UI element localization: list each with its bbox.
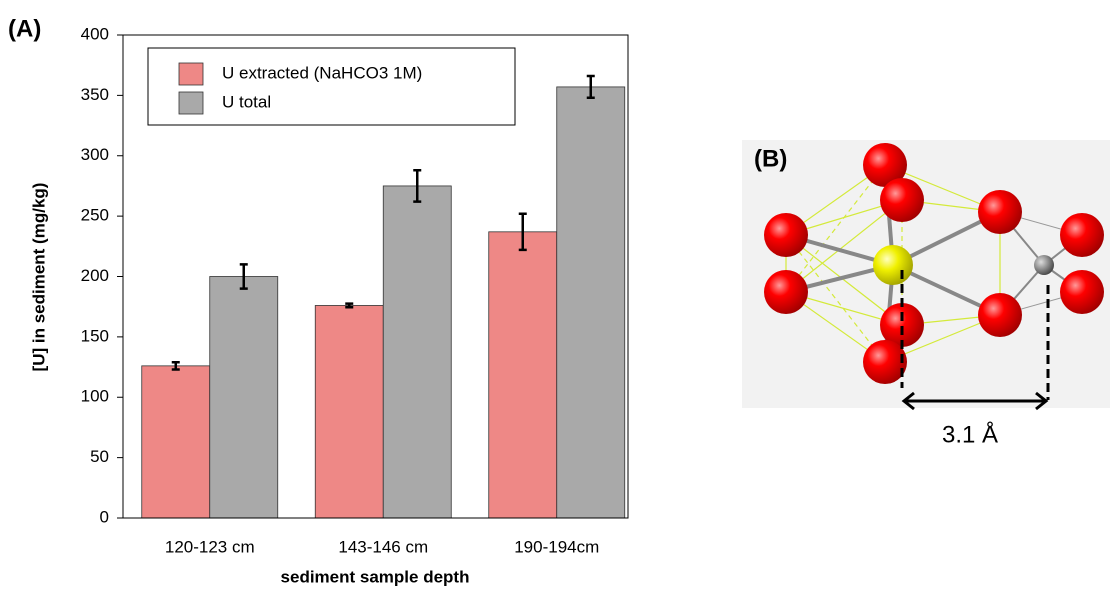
legend-swatch [178,62,204,86]
legend-box [147,47,516,126]
distance-marker [900,270,1050,411]
oxygen-atom [764,213,808,257]
y-tick-label: 50 [90,447,109,466]
panel-b: (B) 3.1 Å [742,140,1110,448]
x-tick-label: 120-123 cm [165,537,255,556]
oxygen-atom [1060,270,1104,314]
error-bar [171,360,180,371]
legend: U extracted (NaHCO3 1M) U total [147,47,516,126]
panel-label: (A) [8,15,41,42]
legend-swatch [178,91,204,115]
oxygen-atom [863,143,907,187]
bar [209,276,279,519]
y-tick-label: 300 [81,145,109,164]
oxygen-atom [978,293,1022,337]
bar [141,365,211,519]
carbon-atom [1034,255,1054,275]
y-axis-label: [U] in sediment (mg/kg) [29,183,48,372]
panel-label: (B) [754,145,787,172]
legend-label: U total [222,92,271,111]
error-bar [239,263,248,290]
uranium-atom [873,245,913,285]
y-tick-label: 200 [81,266,109,285]
y-tick-label: 0 [100,507,109,526]
x-tick-label: 143-146 cm [338,537,428,556]
y-tick-label: 100 [81,387,109,406]
error-bar [518,212,527,252]
error-bar [345,302,354,309]
oxygen-atom [880,178,924,222]
y-tick-label: 350 [81,85,109,104]
oxygen-atom [880,303,924,347]
error-bar [586,74,595,100]
oxygen-atom [764,270,808,314]
y-tick-label: 150 [81,326,109,345]
x-tick-label: 190-194cm [514,537,599,556]
bar [488,231,558,519]
oxygen-atom [863,340,907,384]
plot-frame [122,34,629,519]
distance-label: 3.1 Å [942,420,998,448]
oxygen-atom [1060,213,1104,257]
bar [314,305,384,519]
y-tick-label: 400 [81,24,109,43]
bar [556,86,626,519]
oxygen-atom [978,190,1022,234]
bar [382,185,452,519]
error-bar [413,168,422,203]
x-axis-label: sediment sample depth [281,567,470,586]
legend-label: U extracted (NaHCO3 1M) [222,63,422,82]
y-tick-label: 250 [81,206,109,225]
